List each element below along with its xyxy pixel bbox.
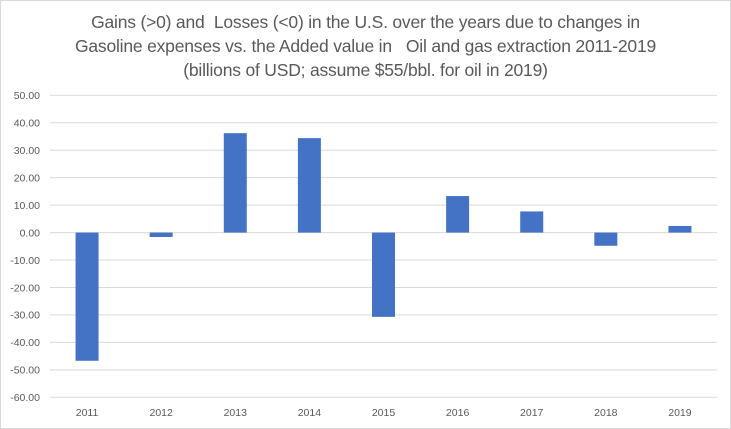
y-tick-label: 50.00 — [14, 90, 40, 102]
bars — [75, 133, 692, 361]
x-tick-label: 2011 — [76, 407, 99, 419]
x-tick-label: 2018 — [594, 407, 618, 419]
x-tick-label: 2016 — [446, 407, 470, 419]
x-axis-labels: 2011 2012 2013 2014 2015 2016 2017 2018 2019 — [76, 407, 692, 419]
x-tick-label: 2019 — [668, 407, 692, 419]
bar-2016 — [446, 196, 470, 233]
chart-title-line-1: Gains (>0) and Losses (<0) in the U.S. o… — [91, 12, 640, 32]
y-tick-label: -20.00 — [10, 282, 40, 294]
y-tick-label: -10.00 — [10, 255, 40, 267]
y-tick-label: 0.00 — [20, 227, 41, 239]
y-tick-label: -50.00 — [10, 365, 40, 377]
x-tick-label: 2015 — [372, 407, 396, 419]
bar-2013 — [223, 133, 247, 233]
bar-2019 — [668, 225, 692, 233]
y-tick-label: 30.00 — [14, 145, 40, 157]
y-axis-labels: 50.00 40.00 30.00 20.00 10.00 0.00 -10.00 -20.0… — [10, 90, 40, 404]
bar-2011 — [75, 232, 99, 361]
y-tick-label: 10.00 — [14, 200, 40, 212]
bar-2014 — [297, 138, 321, 233]
x-tick-label: 2014 — [298, 407, 322, 419]
chart-title-line-2: Gasoline expenses vs. the Added value in… — [74, 36, 657, 56]
y-tick-label: 40.00 — [14, 118, 40, 130]
y-tick-label: -30.00 — [10, 310, 40, 322]
chart-title: Gains (>0) and Losses (<0) in the U.S. o… — [0, 10, 731, 82]
y-tick-label: 20.00 — [14, 172, 40, 184]
x-tick-label: 2012 — [149, 407, 173, 419]
bar-2018 — [594, 232, 618, 246]
chart-title-line-3: (billions of USD; assume $55/bbl. for oi… — [183, 60, 548, 80]
y-tick-label: -40.00 — [10, 337, 40, 349]
x-tick-label: 2017 — [520, 407, 544, 419]
bar-2015 — [372, 232, 395, 317]
bar-2012 — [149, 232, 173, 237]
x-tick-label: 2013 — [224, 407, 248, 419]
bar-2017 — [520, 211, 544, 233]
y-tick-label: -60.00 — [10, 392, 40, 404]
